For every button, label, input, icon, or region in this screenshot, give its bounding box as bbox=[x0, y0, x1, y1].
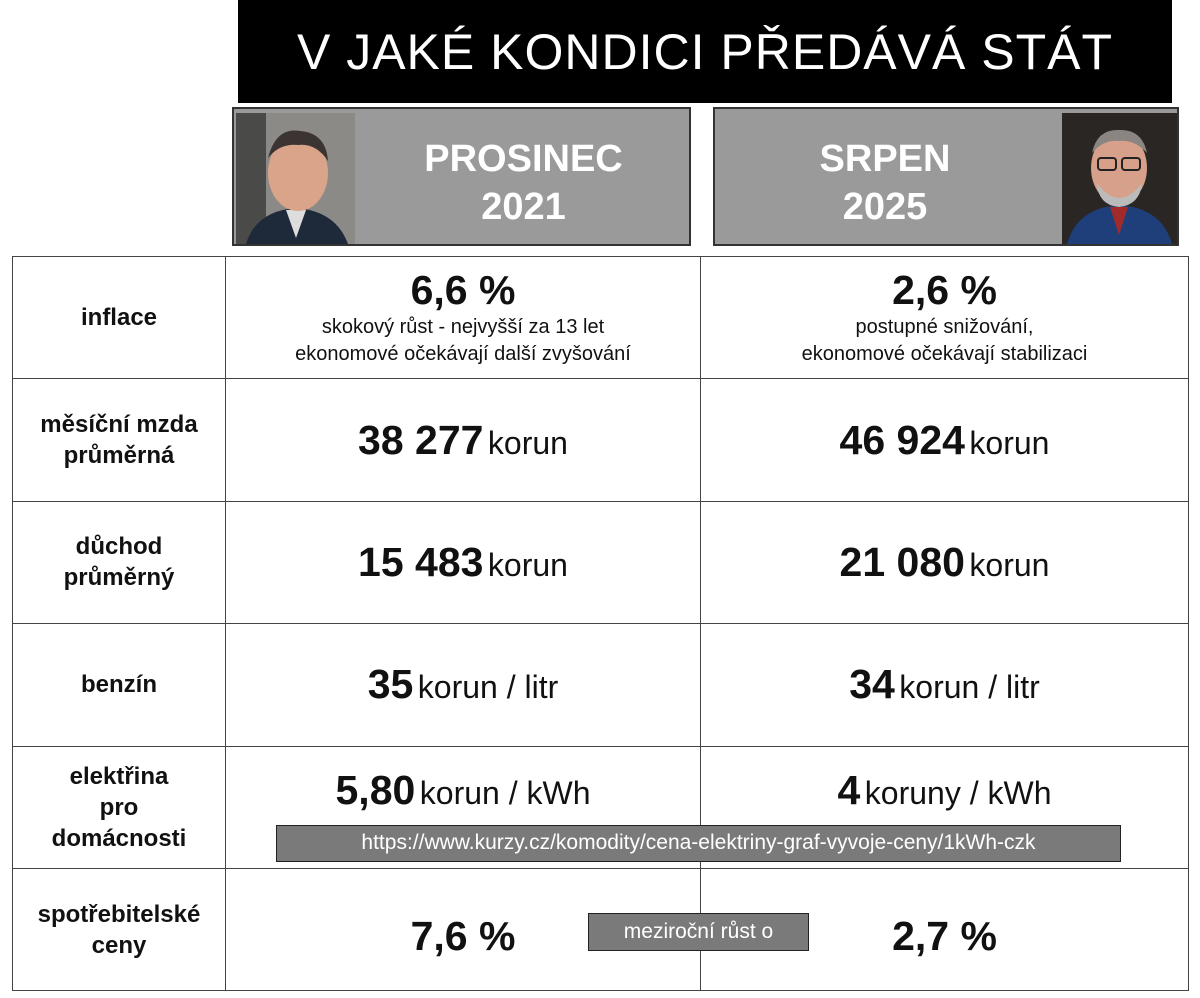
value: 21 080 bbox=[839, 538, 965, 585]
value-line: 35 korun / litr bbox=[368, 661, 559, 708]
month: SRPEN bbox=[819, 138, 951, 180]
unit: korun / litr bbox=[417, 669, 559, 706]
value-cell: 7,6 % bbox=[225, 868, 701, 992]
value-cell: 34 korun / litr bbox=[700, 623, 1189, 747]
label-line: průměrný bbox=[63, 564, 175, 592]
value-line: 7,6 % bbox=[411, 913, 516, 960]
value-cell: 21 080 korun bbox=[700, 500, 1189, 625]
label-line: domácnosti bbox=[51, 824, 187, 852]
unit: korun bbox=[487, 424, 568, 461]
label-line: elektřina bbox=[69, 762, 169, 790]
unit: korun bbox=[487, 546, 568, 583]
unit: korun / litr bbox=[899, 669, 1040, 706]
label-line: ceny bbox=[91, 931, 147, 959]
row-label-cell: elektřina pro domácnosti bbox=[12, 745, 226, 869]
period-header: PROSINEC 2021 bbox=[232, 107, 691, 246]
value-line: 2,6 % bbox=[892, 267, 997, 314]
month: PROSINEC bbox=[424, 138, 623, 180]
value: 2,7 % bbox=[892, 913, 997, 960]
row-note: meziroční růst o bbox=[588, 913, 809, 951]
value: 6,6 % bbox=[410, 267, 516, 314]
unit: koruny / kWh bbox=[864, 774, 1052, 811]
value-note: ekonomové očekávají stabilizaci bbox=[801, 343, 1088, 366]
period-header: SRPEN 2025 bbox=[713, 107, 1179, 246]
portrait bbox=[1062, 113, 1177, 244]
value-line: 38 277 korun bbox=[358, 417, 568, 464]
value-cell: 38 277 korun bbox=[225, 378, 701, 502]
row-label: benzín bbox=[81, 669, 157, 700]
value-line: 6,6 % bbox=[411, 267, 516, 314]
value-cell: 2,6 % postupné snižování, ekonomové očekáv… bbox=[700, 256, 1189, 380]
row-label: spotřebitelské ceny bbox=[38, 899, 201, 961]
value-line: 34 korun / litr bbox=[849, 661, 1040, 708]
value-note: ekonomové očekávají další zvyšování bbox=[295, 343, 631, 366]
title: V JAKÉ KONDICI PŘEDÁVÁ STÁT bbox=[238, 0, 1172, 103]
value-line: 15 483 korun bbox=[358, 539, 568, 586]
row-label-cell: inflace bbox=[12, 256, 226, 380]
value-line: 5,80 korun / kWh bbox=[336, 767, 591, 814]
value-cell: 46 924 korun bbox=[700, 378, 1189, 502]
row-label-cell: benzín bbox=[12, 623, 226, 747]
unit: korun bbox=[969, 424, 1050, 461]
label-line: benzín bbox=[81, 671, 157, 699]
label-line: průměrná bbox=[63, 442, 175, 470]
row-label: inflace bbox=[81, 302, 157, 333]
unit: korun bbox=[969, 546, 1050, 583]
value-line: 21 080 korun bbox=[840, 539, 1050, 586]
year: 2025 bbox=[842, 186, 928, 228]
value-note: skokový růst - nejvyšší za 13 let bbox=[321, 316, 605, 339]
value-cell: 2,7 % bbox=[700, 868, 1189, 992]
row-label-cell: spotřebitelské ceny bbox=[12, 868, 226, 992]
value-line: 4 koruny / kWh bbox=[838, 767, 1052, 814]
label-line: pro bbox=[99, 793, 139, 821]
value-line: 46 924 korun bbox=[840, 417, 1050, 464]
source-url: https://www.kurzy.cz/komodity/cena-elekt… bbox=[276, 824, 1121, 862]
value-cell: 15 483 korun bbox=[225, 500, 701, 625]
value: 46 924 bbox=[839, 416, 965, 463]
value-note: postupné snižování, bbox=[855, 316, 1034, 339]
value: 4 bbox=[837, 766, 861, 813]
value: 2,6 % bbox=[892, 267, 997, 314]
value: 38 277 bbox=[358, 416, 484, 463]
row-label: důchod průměrný bbox=[64, 531, 175, 593]
value-line: 2,7 % bbox=[892, 913, 997, 960]
value: 7,6 % bbox=[410, 913, 516, 960]
row-label-cell: důchod průměrný bbox=[12, 500, 226, 625]
row-label: elektřina pro domácnosti bbox=[52, 761, 187, 854]
unit: korun / kWh bbox=[419, 774, 591, 811]
label-line: důchod bbox=[75, 533, 163, 561]
value: 15 483 bbox=[358, 538, 484, 585]
label-line: spotřebitelské bbox=[37, 900, 201, 928]
portrait bbox=[236, 113, 355, 244]
value: 35 bbox=[367, 661, 414, 708]
label-line: inflace bbox=[80, 304, 158, 332]
value-cell: 35 korun / litr bbox=[225, 623, 701, 747]
label-line: měsíční mzda bbox=[40, 411, 198, 439]
value: 5,80 bbox=[335, 766, 416, 813]
year: 2021 bbox=[481, 186, 566, 228]
row-label-cell: měsíční mzda průměrná bbox=[12, 378, 226, 502]
value: 34 bbox=[849, 661, 895, 708]
value-cell: 6,6 % skokový růst - nejvyšší za 13 let ek… bbox=[225, 256, 701, 380]
row-label: měsíční mzda průměrná bbox=[40, 409, 197, 471]
